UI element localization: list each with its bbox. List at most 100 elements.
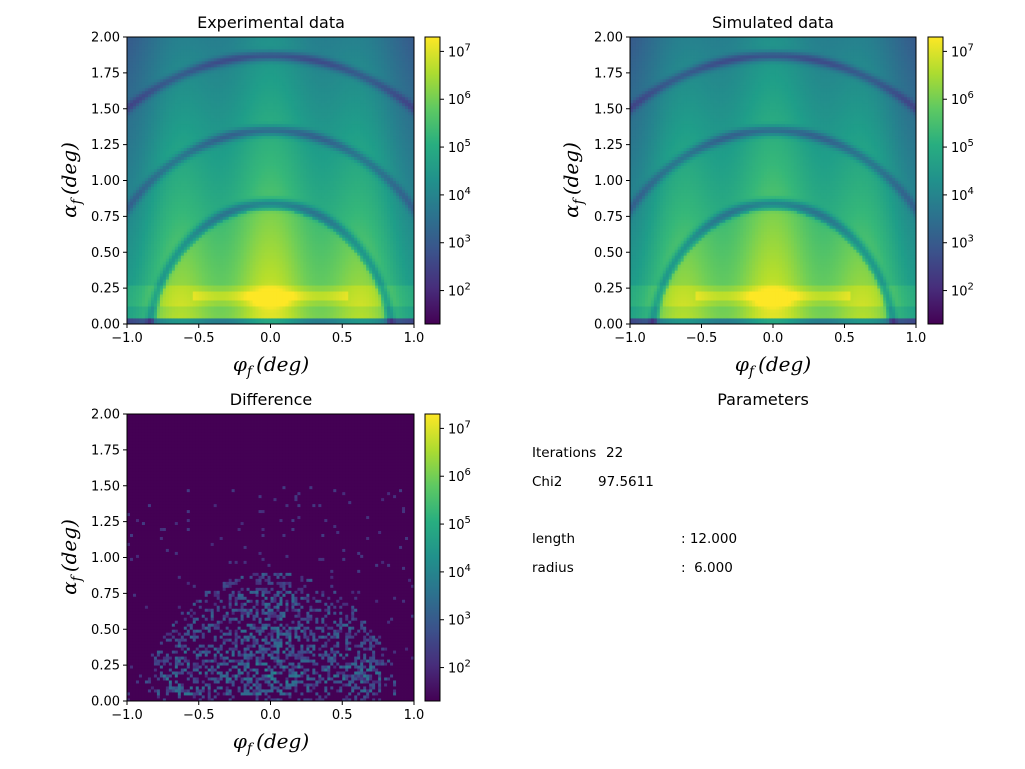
heatmap-cell: [336, 300, 340, 304]
heatmap-cell: [333, 321, 337, 325]
heatmap-cell: [210, 267, 215, 271]
heatmap-cell: [360, 279, 364, 283]
heatmap-cell: [156, 201, 161, 205]
heatmap-cell: [276, 297, 280, 301]
heatmap-cell: [396, 279, 400, 283]
heatmap-cell: [264, 303, 268, 307]
heatmap-cell: [372, 171, 376, 175]
heatmap-cell: [144, 171, 149, 175]
heatmap-cell: [357, 294, 361, 298]
heatmap-cell: [198, 264, 203, 268]
heatmap-cell: [195, 270, 200, 274]
heatmap-cell: [381, 273, 385, 277]
heatmap-cell: [318, 276, 322, 280]
heatmap-cell: [294, 225, 298, 229]
heatmap-cell: [150, 309, 155, 313]
heatmap-cell: [339, 270, 343, 274]
heatmap-cell: [231, 222, 236, 226]
heatmap-cell: [387, 243, 391, 247]
heatmap-cell: [198, 249, 203, 253]
heatmap-cell: [372, 186, 376, 190]
heatmap-cell: [372, 243, 376, 247]
heatmap-cell: [249, 225, 253, 229]
heatmap-cell: [297, 285, 301, 289]
heatmap-cell: [345, 279, 349, 283]
heatmap-cell: [309, 306, 313, 310]
heatmap-cell: [147, 198, 152, 202]
heatmap-cell: [213, 204, 218, 208]
heatmap-cell: [150, 213, 155, 217]
heatmap-cell: [381, 198, 385, 202]
heatmap-cell: [129, 318, 134, 322]
heatmap-cell: [273, 285, 277, 289]
heatmap-cell: [198, 210, 203, 214]
heatmap-cell: [198, 189, 203, 193]
heatmap-cell: [264, 255, 268, 259]
heatmap-cell: [171, 234, 176, 238]
heatmap-cell: [147, 237, 152, 241]
heatmap-cell: [240, 234, 244, 238]
heatmap-cell: [273, 216, 277, 220]
heatmap-cell: [198, 174, 203, 178]
heatmap-cell: [294, 273, 298, 277]
heatmap-cell: [174, 309, 179, 313]
heatmap-cell: [285, 309, 289, 313]
heatmap-cell: [411, 225, 415, 229]
heatmap-cell: [309, 204, 313, 208]
heatmap-cell: [324, 294, 328, 298]
heatmap-cell: [216, 240, 221, 244]
heatmap-cell: [390, 240, 394, 244]
heatmap-cell: [168, 213, 173, 217]
heatmap-cell: [177, 225, 182, 229]
heatmap-cell: [159, 294, 164, 298]
heatmap-cell: [366, 276, 370, 280]
heatmap-cell: [315, 258, 319, 262]
heatmap-cell: [372, 222, 376, 226]
heatmap-cell: [168, 267, 173, 271]
heatmap-cell: [282, 234, 286, 238]
heatmap-cell: [393, 177, 397, 181]
heatmap-cell: [183, 222, 188, 226]
heatmap-cell: [127, 183, 131, 187]
heatmap-cell: [327, 204, 331, 208]
heatmap-cell: [210, 279, 215, 283]
heatmap-cell: [315, 273, 319, 277]
heatmap-cell: [219, 219, 224, 223]
heatmap-cell: [291, 243, 295, 247]
heatmap-cell: [360, 267, 364, 271]
heatmap-cell: [333, 267, 337, 271]
heatmap-cell: [345, 261, 349, 265]
heatmap-cell: [318, 180, 322, 184]
heatmap-cell: [327, 318, 331, 322]
heatmap-cell: [330, 213, 334, 217]
heatmap-cell: [336, 243, 340, 247]
heatmap-cell: [387, 189, 391, 193]
heatmap-cell: [129, 306, 134, 310]
heatmap-cell: [312, 234, 316, 238]
heatmap-cell: [219, 228, 224, 232]
heatmap-cell: [399, 183, 403, 187]
heatmap-cell: [195, 201, 200, 205]
heatmap-cell: [177, 288, 182, 292]
heatmap-cell: [177, 213, 182, 217]
heatmap-cell: [393, 246, 397, 250]
heatmap-cell: [297, 294, 301, 298]
heatmap-cell: [273, 240, 277, 244]
heatmap-cell: [162, 297, 167, 301]
heatmap-cell: [129, 291, 134, 295]
heatmap-cell: [297, 189, 301, 193]
heatmap-cell: [285, 312, 289, 316]
heatmap-cell: [351, 291, 355, 295]
heatmap-cell: [153, 192, 158, 196]
heatmap-cell: [174, 222, 179, 226]
heatmap-cell: [216, 276, 221, 280]
heatmap-cell: [321, 237, 325, 241]
heatmap-cell: [246, 234, 250, 238]
heatmap-cell: [408, 267, 412, 271]
heatmap-cell: [360, 210, 364, 214]
heatmap-cell: [141, 237, 146, 241]
heatmap-cell: [198, 246, 203, 250]
heatmap-cell: [237, 237, 241, 241]
heatmap-cell: [195, 273, 200, 277]
heatmap-cell: [327, 237, 331, 241]
